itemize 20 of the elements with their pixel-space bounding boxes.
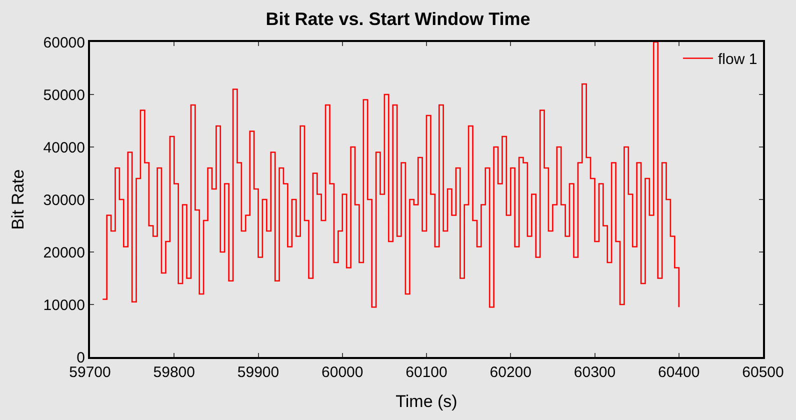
x-tick-label: 59800	[153, 364, 195, 381]
x-axis-title: Time (s)	[396, 392, 458, 411]
y-tick-label: 50000	[43, 86, 85, 104]
x-tick-label: 60100	[406, 364, 448, 381]
x-tick-label: 60300	[574, 364, 616, 381]
y-tick-label: 10000	[43, 296, 85, 314]
x-tick-label: 59900	[237, 364, 280, 381]
y-tick-label: 0	[76, 349, 85, 366]
legend-label: flow 1	[718, 51, 758, 68]
y-tick-label: 20000	[43, 244, 85, 262]
x-tick-label: 60000	[322, 364, 364, 381]
chart-title: Bit Rate vs. Start Window Time	[266, 9, 530, 30]
y-axis-title: Bit Rate	[8, 169, 28, 230]
x-tick-label: 60400	[658, 364, 700, 381]
x-tick-label: 59700	[69, 364, 111, 381]
y-tick-label: 30000	[43, 192, 85, 209]
x-tick-label: 60200	[490, 364, 532, 381]
y-tick-label: 40000	[43, 139, 85, 156]
x-tick-label: 60500	[742, 364, 784, 381]
y-tick-label: 60000	[43, 34, 85, 52]
